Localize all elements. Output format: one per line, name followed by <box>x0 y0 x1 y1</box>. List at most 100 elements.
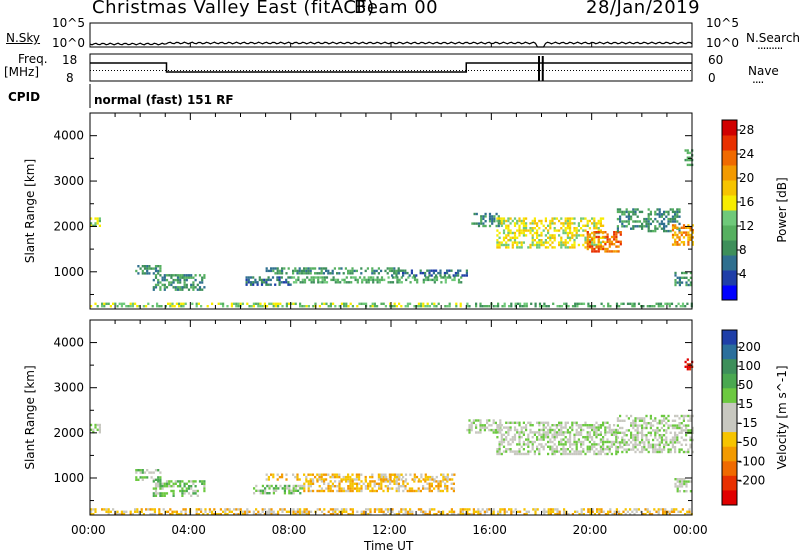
data-cell <box>278 269 281 273</box>
data-cell <box>295 278 298 282</box>
data-cell <box>389 480 392 483</box>
data-cell <box>649 210 652 214</box>
data-cell <box>616 424 619 427</box>
data-cell <box>509 448 512 451</box>
data-cell <box>349 487 352 490</box>
data-cell <box>187 485 191 488</box>
data-cell <box>446 480 449 483</box>
data-cell <box>152 492 155 495</box>
data-cell <box>159 265 162 268</box>
data-cell <box>582 224 585 227</box>
data-cell <box>420 302 423 305</box>
data-cell <box>325 478 328 481</box>
data-cell <box>271 276 275 279</box>
data-cell <box>571 246 574 249</box>
data-cell <box>290 276 293 279</box>
data-cell <box>571 428 574 432</box>
data-cell <box>360 487 363 490</box>
data-cell <box>665 225 668 228</box>
data-cell <box>159 480 162 483</box>
data-cell <box>287 281 290 284</box>
velocity-colorbar-segment <box>722 417 737 433</box>
data-cell <box>457 513 460 516</box>
data-cell <box>553 450 556 453</box>
data-cell <box>571 236 574 239</box>
data-cell <box>107 513 110 516</box>
data-cell <box>345 489 348 493</box>
data-cell <box>152 494 155 497</box>
data-cell <box>595 421 598 424</box>
data-cell <box>203 480 206 483</box>
data-cell <box>510 305 513 308</box>
data-cell <box>244 513 247 516</box>
data-cell <box>511 241 514 244</box>
data-cell <box>353 487 356 490</box>
data-cell <box>340 489 343 493</box>
data-cell <box>586 243 589 246</box>
data-cell <box>591 508 594 511</box>
data-cell <box>536 448 539 451</box>
data-cell <box>620 302 623 305</box>
data-cell <box>566 219 569 223</box>
data-cell <box>619 215 622 218</box>
velocity-colorbar-segment <box>722 461 737 477</box>
data-cell <box>386 480 389 483</box>
data-cell <box>373 269 376 273</box>
data-cell <box>533 222 536 225</box>
data-cell <box>551 217 554 220</box>
data-cell <box>634 434 637 437</box>
data-cell <box>674 224 677 227</box>
data-cell <box>616 210 619 214</box>
data-cell <box>596 508 599 511</box>
data-cell <box>327 487 330 490</box>
data-cell <box>442 276 445 279</box>
data-cell <box>691 450 694 454</box>
data-cell <box>297 489 300 492</box>
data-cell <box>512 510 515 513</box>
data-cell <box>281 473 284 476</box>
data-cell <box>560 236 563 239</box>
nave-dots: .... <box>752 72 764 86</box>
data-cell <box>563 513 566 516</box>
data-cell <box>674 243 677 246</box>
data-cell <box>569 436 572 439</box>
data-cell <box>682 241 686 244</box>
data-cell <box>446 478 449 481</box>
data-cell <box>446 276 450 279</box>
data-cell <box>658 441 661 444</box>
data-cell <box>452 482 455 485</box>
data-cell <box>608 428 611 432</box>
data-cell <box>397 473 400 476</box>
data-cell <box>558 513 561 516</box>
data-cell <box>573 246 576 249</box>
data-cell <box>500 436 503 439</box>
data-cell <box>340 508 343 511</box>
data-cell <box>176 485 180 488</box>
data-cell <box>560 222 563 225</box>
data-cell <box>333 475 336 479</box>
data-cell <box>211 510 214 513</box>
data-cell <box>459 508 462 511</box>
data-cell <box>499 419 502 422</box>
data-cell <box>142 513 145 516</box>
data-cell <box>573 438 576 441</box>
data-cell <box>527 436 530 439</box>
data-cell <box>296 513 299 516</box>
data-cell <box>123 302 126 305</box>
data-cell <box>159 274 162 277</box>
data-cell <box>158 508 161 511</box>
data-cell <box>665 441 668 444</box>
data-cell <box>299 305 302 308</box>
data-cell <box>389 305 392 308</box>
data-cell <box>343 302 346 305</box>
data-cell <box>320 480 323 483</box>
data-cell <box>340 487 343 490</box>
data-cell <box>584 241 587 244</box>
data-cell <box>157 283 160 287</box>
data-cell <box>623 213 626 216</box>
data-cell <box>152 480 155 483</box>
data-cell <box>518 431 521 434</box>
data-cell <box>329 480 332 483</box>
velocity-colorbar-label: -200 <box>738 473 765 487</box>
data-cell <box>152 471 155 474</box>
